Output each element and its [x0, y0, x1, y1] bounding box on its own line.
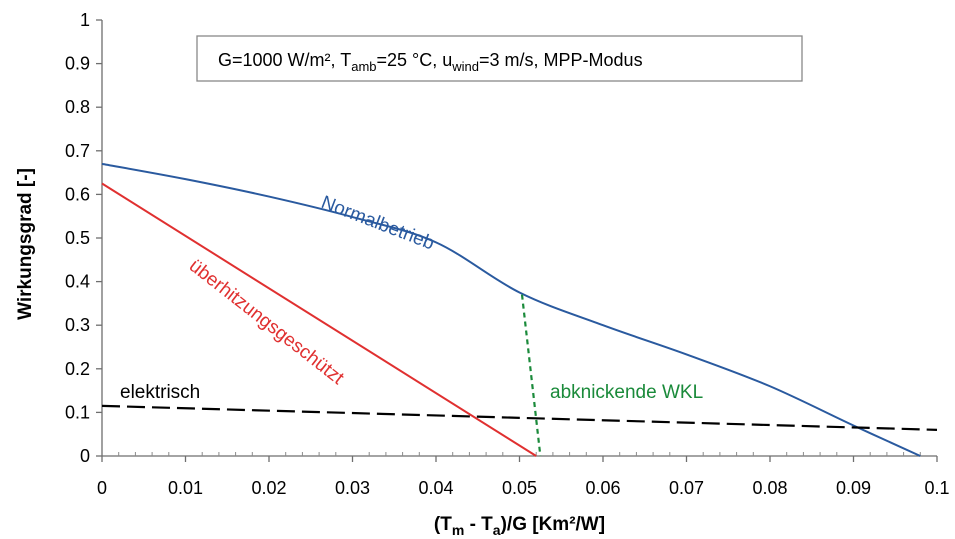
text-part: G=1000 W/m², T [218, 50, 351, 70]
y-tick-label: 0.8 [65, 97, 90, 117]
series-line-1 [101, 182, 537, 457]
y-tick-label: 0.9 [65, 54, 90, 74]
info-box-text: G=1000 W/m², Tamb=25 °C, uwind=3 m/s, MP… [218, 50, 643, 74]
x-tick-label: 0.08 [752, 478, 787, 498]
x-tick-label: 0.05 [502, 478, 537, 498]
series-line-3 [520, 294, 542, 457]
x-tick-label: 0.03 [335, 478, 370, 498]
y-tick-label: 0.5 [65, 228, 90, 248]
info-box: G=1000 W/m², Tamb=25 °C, uwind=3 m/s, MP… [196, 35, 803, 82]
series-line-2 [101, 404, 938, 431]
x-tick-label: 0.04 [418, 478, 453, 498]
y-tick-label: 0 [80, 446, 90, 466]
x-tick-label: 0 [97, 478, 107, 498]
text-part: (T [434, 514, 452, 535]
y-axis-title: Wirkungsgrad [-] [15, 168, 36, 320]
y-tick-label: 0.6 [65, 184, 90, 204]
y-tick-label: 0.3 [65, 315, 90, 335]
series-label-elektrisch: elektrisch [120, 382, 200, 403]
text-part: m [452, 522, 464, 538]
text-part: a [493, 522, 501, 538]
y-tick-label: 1 [80, 10, 90, 30]
x-tick-label: 0.02 [251, 478, 286, 498]
text-part: =25 °C, u [377, 50, 453, 70]
y-tick-label: 0.4 [65, 272, 90, 292]
info-box-frame [196, 35, 803, 82]
y-tick-label: 0.2 [65, 359, 90, 379]
x-tick-label: 0.07 [669, 478, 704, 498]
text-part: =3 m/s, MPP-Modus [479, 50, 643, 70]
x-tick-label: 0.09 [836, 478, 871, 498]
series-layer [101, 162, 938, 457]
series-label-abknickende-wkl: abknickende WKL [550, 382, 703, 403]
x-tick-label: 0.06 [585, 478, 620, 498]
text-part: wind [451, 59, 479, 74]
series-line-0 [101, 162, 921, 457]
x-tick-label: 0.1 [924, 478, 949, 498]
x-tick-label: 0.01 [168, 478, 203, 498]
axis-tick-labels: 0 0.1 0.2 0.3 0.4 0.5 0.6 0.7 0.8 0.9 1 0 0.01 0.02 0.… [65, 10, 950, 498]
text-part: )/G [Km²/W] [501, 514, 605, 535]
x-axis-title: (Tm - Ta)/G [Km²/W] [434, 514, 605, 538]
y-tick-label: 0.7 [65, 141, 90, 161]
y-tick-label: 0.1 [65, 402, 90, 422]
text-part: amb [351, 59, 376, 74]
axis-ticks [96, 19, 938, 462]
text-part: - T [464, 514, 493, 535]
